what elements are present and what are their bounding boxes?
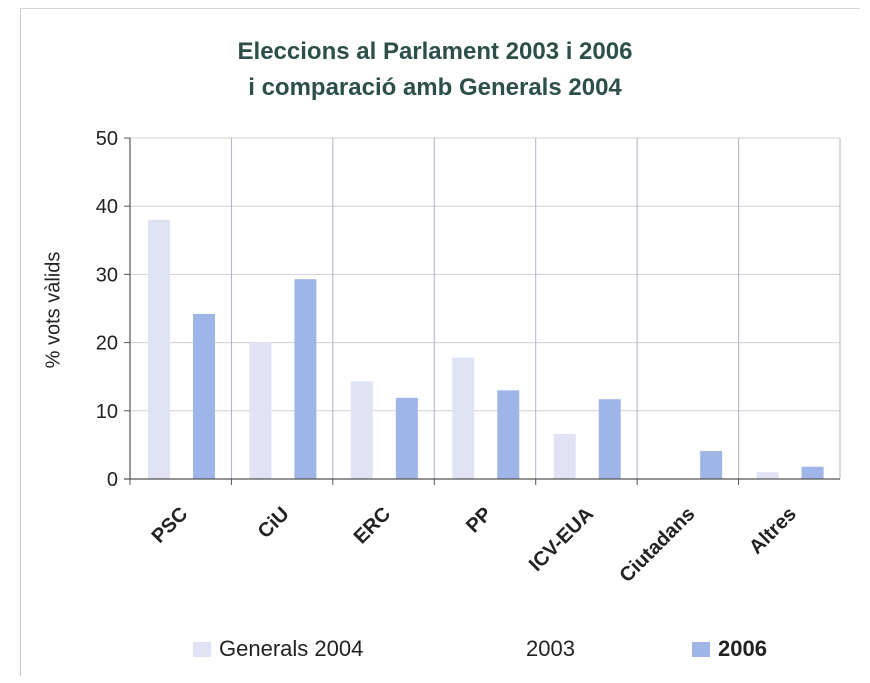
- legend-item-2006: 2006: [692, 636, 767, 662]
- legend-label-2006: 2006: [718, 636, 767, 661]
- chart-title-line-2: i comparació amb Generals 2004: [248, 74, 622, 101]
- chart-title-line-1: Eleccions al Parlament 2003 i 2006: [237, 38, 633, 65]
- bar-2006: [700, 451, 723, 479]
- bar-2006: [193, 313, 215, 479]
- bar-2006: [801, 466, 824, 479]
- bar-2006: [598, 399, 621, 479]
- y-tick-label: 50: [96, 128, 118, 150]
- x-category-label: Ciutadans: [615, 503, 699, 587]
- y-tick-label: 30: [96, 264, 118, 286]
- bar-2006: [294, 279, 317, 479]
- legend-swatch-generals-2004: [193, 641, 211, 657]
- bar-generals-2004: [249, 342, 272, 479]
- bar-2006: [395, 397, 418, 479]
- x-category-label: ERC: [350, 503, 395, 548]
- bar-generals-2004: [756, 472, 779, 479]
- bar-generals-2004: [148, 219, 170, 479]
- x-category-label: PP: [462, 503, 496, 537]
- y-tick-label: 10: [96, 401, 118, 423]
- bar-generals-2004: [553, 433, 576, 479]
- y-tick-label: 0: [107, 469, 118, 491]
- y-tick-label: 20: [96, 333, 118, 355]
- legend-item-generals-2004: Generals 2004: [193, 636, 363, 662]
- legend-item-2003: 2003: [500, 636, 575, 662]
- x-category-label: PSC: [148, 503, 193, 548]
- chart-frame: [20, 8, 860, 676]
- legend-label-2003: 2003: [526, 636, 575, 661]
- legend-swatch-2003: [500, 641, 518, 657]
- y-tick-label: 40: [96, 196, 118, 218]
- legend-swatch-2006: [692, 641, 710, 657]
- bar-generals-2004: [350, 381, 373, 479]
- x-category-label: CiU: [254, 503, 294, 543]
- legend-label-generals-2004: Generals 2004: [219, 636, 364, 661]
- x-category-label: ICV-EUA: [525, 503, 598, 576]
- x-category-label: Altres: [745, 503, 801, 559]
- bar-2006: [497, 390, 520, 479]
- bar-generals-2004: [452, 357, 475, 479]
